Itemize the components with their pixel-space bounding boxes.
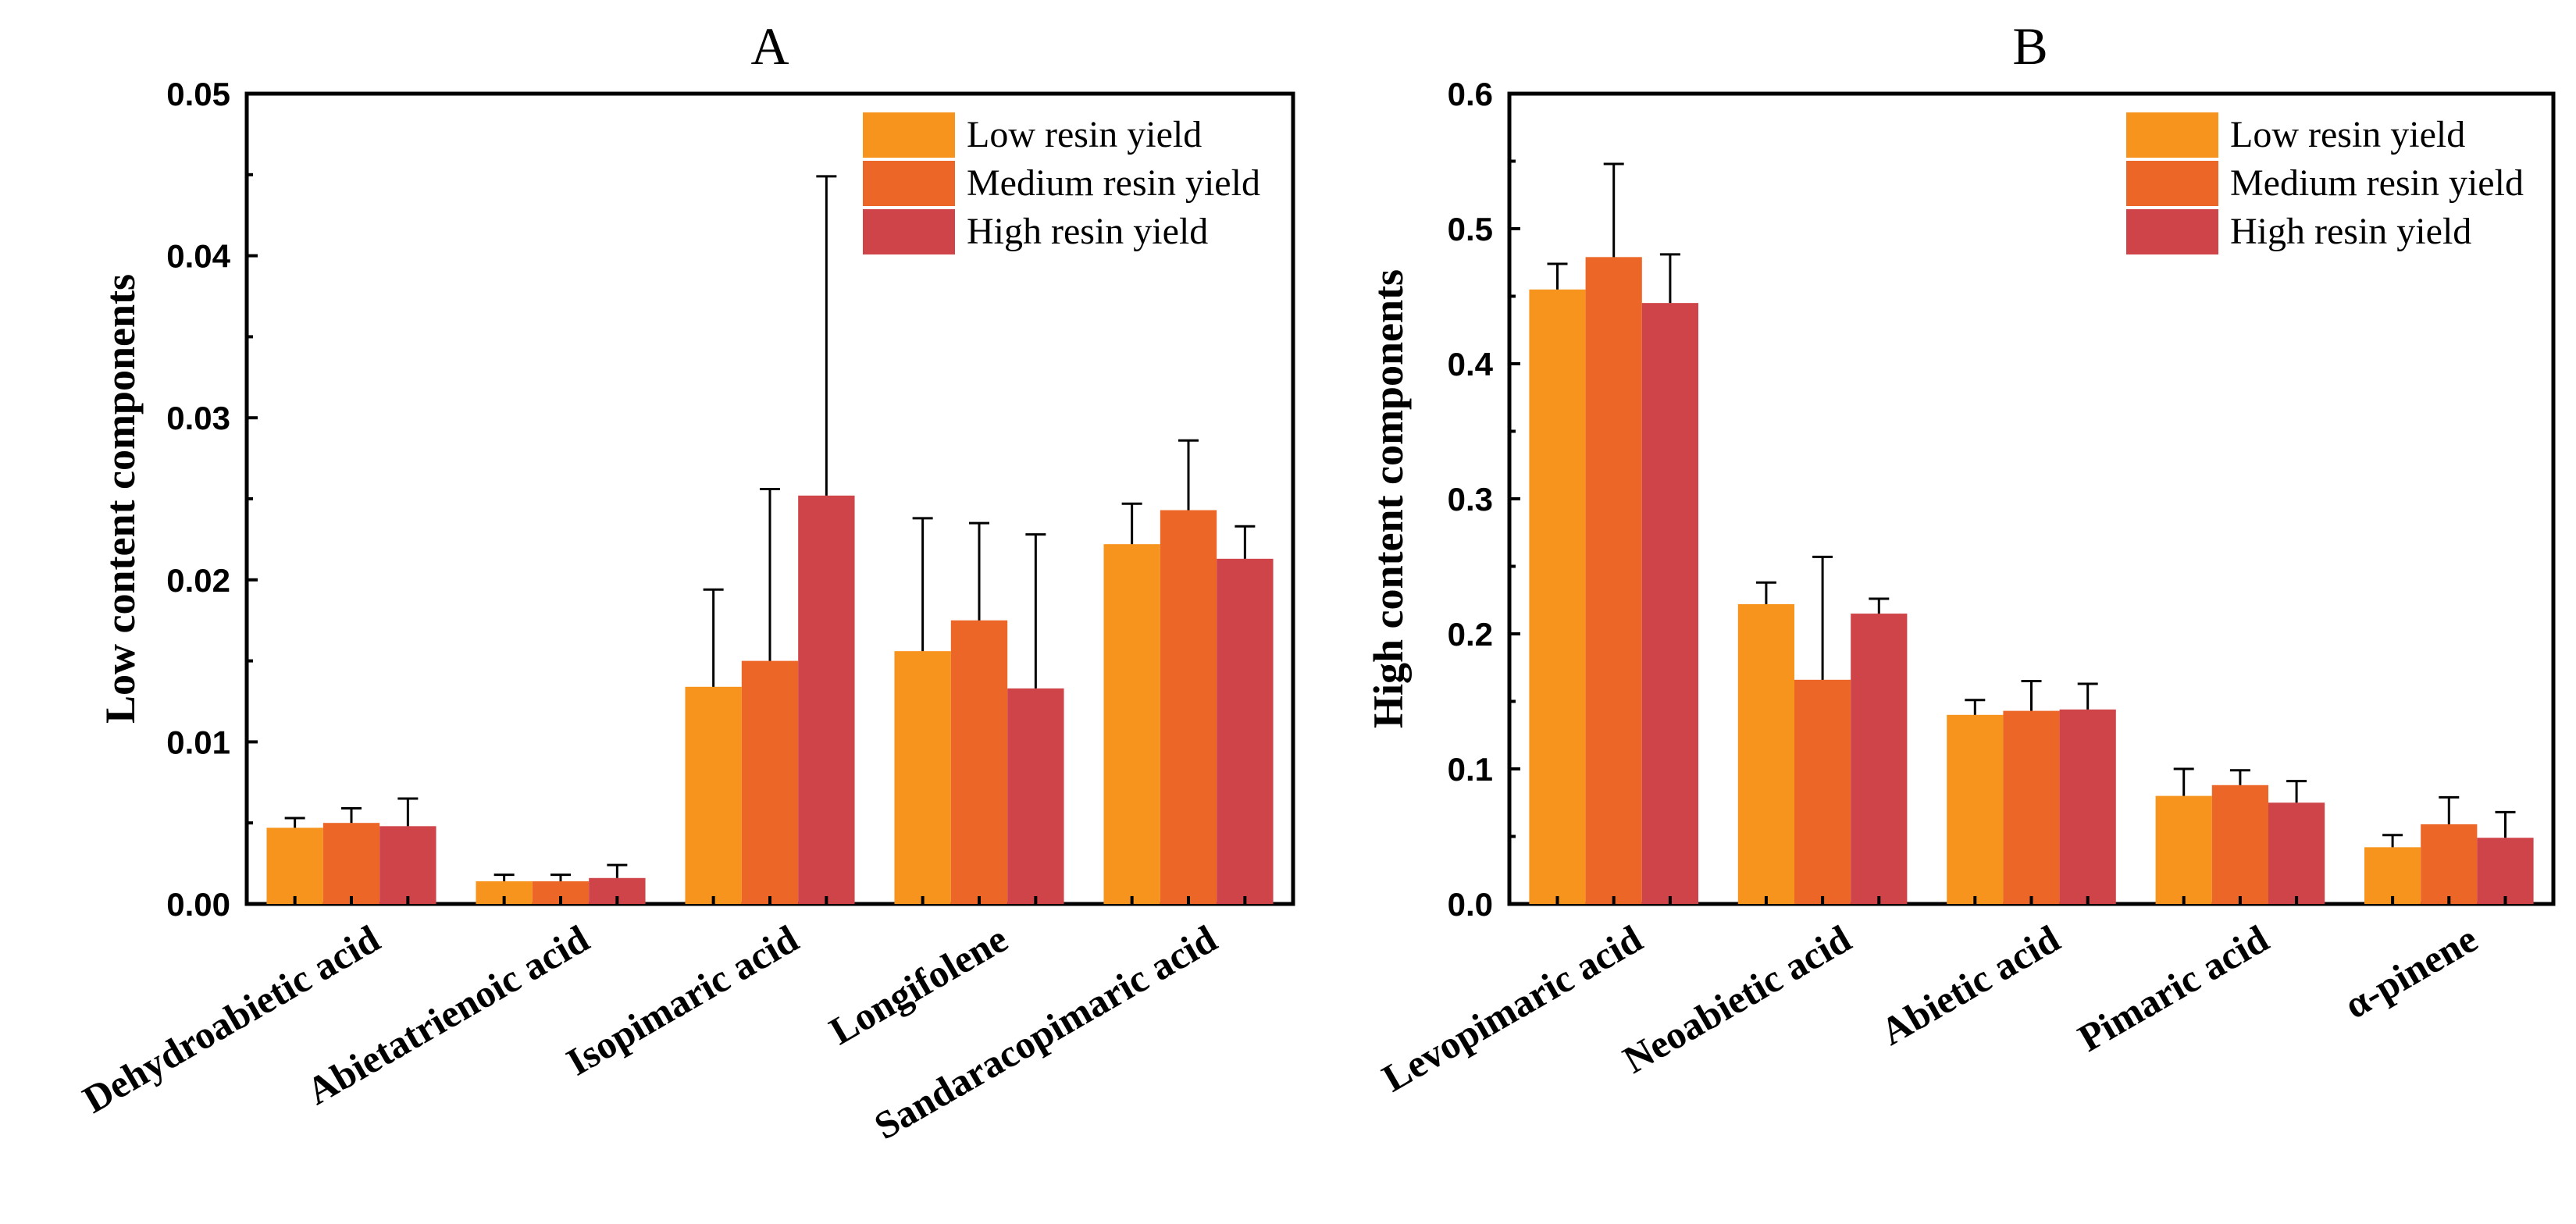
bar-medium-1 [1794,679,1851,904]
bar-low-3 [894,651,951,904]
y-axis-label: Low content components [97,274,144,724]
bar-medium-0 [322,823,380,904]
legend-swatch-low [2126,112,2218,158]
y-tick-label: 0.1 [1448,751,1493,788]
bar-low-4 [1103,544,1160,904]
bar-low-2 [685,686,742,904]
y-tick-label: 0.0 [1448,886,1493,923]
bar-high-0 [1641,303,1698,904]
legend-label: High resin yield [2230,211,2471,252]
bar-medium-3 [2211,785,2268,904]
bar-low-1 [1737,603,1795,904]
legend-label: High resin yield [967,211,1208,252]
y-tick-label: 0.5 [1448,211,1493,247]
bar-high-1 [1851,614,1908,904]
panel-title: B [2012,16,2047,76]
bar-low-0 [266,827,323,904]
legend-label: Medium resin yield [2230,162,2524,204]
legend: Low resin yield Medium resin yield High re… [863,112,1260,254]
y-tick-label: 0.4 [1448,346,1494,382]
legend: Low resin yield Medium resin yield High re… [2126,112,2524,254]
bar-high-3 [2268,802,2325,904]
y-tick-label: 0.2 [1448,616,1493,653]
x-category-label: α-pinene [2336,916,2484,1027]
x-category-label: Pimaric acid [2071,916,2276,1060]
bar-high-2 [798,495,855,904]
x-category-label: Levopimaric acid [1375,916,1650,1100]
x-category-label: Neoabietic acid [1616,916,1858,1082]
legend-label: Medium resin yield [967,162,1260,204]
bar-high-4 [1217,558,1274,904]
panel-title: A [750,16,789,76]
legend-swatch-low [863,112,955,158]
legend-swatch-high [863,209,955,254]
y-tick-label: 0.04 [166,238,230,275]
y-tick-label: 0.03 [166,400,230,436]
x-category-label: Isopimaric acid [559,916,806,1084]
x-category-label: Abietic acid [1873,916,2067,1054]
y-tick-label: 0.05 [166,76,230,112]
bar-medium-4 [1160,510,1217,904]
legend-swatch-medium [2126,161,2218,206]
bar-high-4 [2477,838,2534,904]
x-category-label: Sandaracopimaric acid [867,916,1224,1148]
y-axis-label: High content components [1365,269,1412,728]
bar-medium-0 [1585,257,1642,905]
legend-label: Low resin yield [2230,114,2465,155]
bar-low-0 [1529,289,1586,905]
bar-low-4 [2364,847,2421,904]
y-tick-label: 0.3 [1448,481,1493,518]
bar-high-0 [379,826,436,904]
legend-label: Low resin yield [967,114,1202,155]
bar-medium-2 [741,660,799,904]
bar-medium-3 [950,620,1008,904]
legend-swatch-high [2126,209,2218,254]
y-tick-label: 0.02 [166,562,230,599]
legend-swatch-medium [863,161,955,206]
bar-high-3 [1007,688,1064,904]
bar-high-2 [2059,709,2116,904]
chart-panel-a: A 0.00 0.01 0.02 0.03 0.04 0.05 Low content com… [76,16,1295,1148]
y-tick-label: 0.00 [166,886,230,923]
bar-medium-4 [2421,824,2478,904]
y-tick-label: 0.6 [1448,76,1493,112]
bar-medium-2 [2003,710,2060,904]
chart-panel-b: B 0.0 0.1 0.2 0.3 0.4 0.5 0.6 High content compo… [1365,16,2556,1100]
bar-low-2 [1947,714,2004,904]
bar-low-3 [2155,795,2212,904]
y-tick-label: 0.01 [166,724,230,760]
x-category-label: Longifolene [822,916,1015,1053]
